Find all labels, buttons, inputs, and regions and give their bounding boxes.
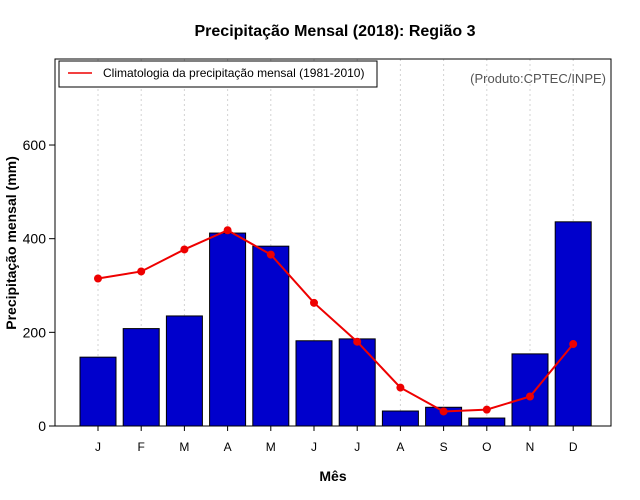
climatology-point: [137, 267, 146, 276]
x-tick-label: J: [95, 440, 101, 454]
x-tick-label: F: [138, 440, 145, 454]
chart-title: Precipitação Mensal (2018): Região 3: [195, 23, 476, 40]
climatology-line-series: [94, 226, 578, 416]
bar-A: [381, 410, 419, 427]
y-tick-label: 200: [23, 324, 47, 340]
plot-frame: [54, 58, 612, 427]
bar-series: [79, 221, 592, 427]
source-credit: (Produto:CPTEC/INPE): [470, 71, 606, 86]
bar-M: [252, 245, 290, 427]
legend: Climatologia da precipitação mensal (198…: [58, 60, 378, 88]
climatology-point: [482, 405, 491, 414]
climatology-point: [439, 407, 448, 416]
bar-O: [468, 417, 506, 427]
x-tick-label: M: [179, 440, 189, 454]
x-tick-label: S: [440, 440, 448, 454]
bar-J: [295, 340, 333, 427]
x-tick-label: D: [569, 440, 578, 454]
climatology-point: [266, 250, 275, 259]
bar-N: [511, 353, 549, 427]
x-tick-label: O: [482, 440, 491, 454]
x-axis-title: Mês: [319, 468, 346, 484]
climatology-point: [180, 245, 189, 254]
climatology-point: [526, 392, 534, 401]
climatology-point: [223, 226, 232, 235]
x-tick-label: J: [311, 440, 317, 454]
climatology-point: [94, 274, 102, 283]
climatology-point: [310, 298, 318, 307]
x-tick-label: A: [396, 440, 404, 454]
climatology-line: [97, 229, 574, 413]
climatology-point: [569, 340, 578, 349]
bar-J: [79, 356, 117, 427]
bar-A: [209, 232, 247, 427]
x-tick-label: A: [224, 440, 232, 454]
y-tick-label: 600: [23, 137, 47, 153]
legend-box: [58, 60, 378, 88]
x-tick-label: M: [266, 440, 276, 454]
climatology-point: [396, 383, 405, 392]
x-tick-label: N: [526, 440, 535, 454]
y-tick-label: 400: [23, 231, 47, 247]
y-axis: 0 200 400 600: [23, 137, 55, 434]
y-tick-label: 0: [38, 418, 46, 434]
bar-F: [122, 328, 160, 427]
bar-M: [165, 315, 203, 427]
legend-label: Climatologia da precipitação mensal (198…: [103, 66, 364, 80]
climatology-point: [353, 337, 362, 346]
bar-D: [554, 221, 592, 427]
bar-J: [338, 338, 376, 427]
y-axis-title: Precipitação mensal (mm): [3, 156, 19, 330]
x-tick-label: J: [354, 440, 360, 454]
